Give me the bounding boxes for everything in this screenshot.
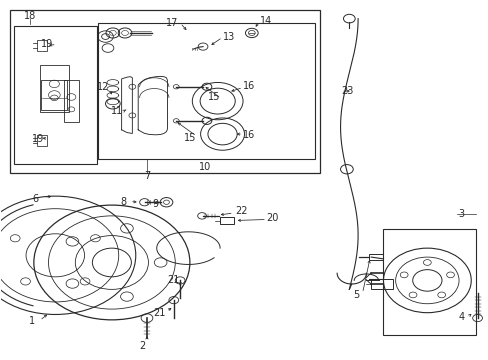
Bar	[383, 229, 475, 335]
Bar	[370, 279, 392, 289]
Text: 1: 1	[29, 316, 35, 325]
Bar	[98, 23, 315, 159]
Text: 16: 16	[243, 81, 255, 91]
Text: 7: 7	[143, 171, 150, 181]
Text: 21: 21	[167, 275, 180, 285]
Text: 2: 2	[139, 341, 145, 351]
Text: 13: 13	[223, 32, 235, 42]
Bar	[37, 135, 47, 146]
Bar	[10, 10, 320, 173]
Text: 15: 15	[208, 92, 220, 102]
Text: 15: 15	[183, 133, 196, 143]
Text: 9: 9	[152, 199, 159, 210]
Bar	[220, 217, 233, 224]
Bar	[37, 40, 47, 51]
Bar	[41, 80, 67, 110]
Text: 21: 21	[153, 309, 165, 318]
Bar	[40, 65, 69, 112]
Text: 20: 20	[266, 213, 278, 223]
Text: 3: 3	[457, 209, 464, 219]
Text: 19: 19	[41, 40, 53, 49]
Text: 16: 16	[243, 130, 255, 140]
Text: 19: 19	[32, 134, 44, 144]
Text: 12: 12	[97, 82, 109, 92]
Bar	[64, 81, 79, 122]
Text: 22: 22	[234, 206, 247, 216]
Text: 18: 18	[24, 11, 36, 21]
Text: 6: 6	[33, 194, 39, 204]
Bar	[368, 254, 383, 260]
Text: 14: 14	[260, 16, 272, 26]
Text: 8: 8	[120, 197, 126, 207]
Text: 11: 11	[110, 106, 122, 116]
Text: 5: 5	[353, 291, 359, 301]
Text: 17: 17	[166, 18, 178, 28]
Text: 23: 23	[341, 86, 353, 96]
Text: 4: 4	[457, 312, 464, 322]
Bar	[14, 26, 97, 164]
Text: 10: 10	[199, 162, 211, 172]
